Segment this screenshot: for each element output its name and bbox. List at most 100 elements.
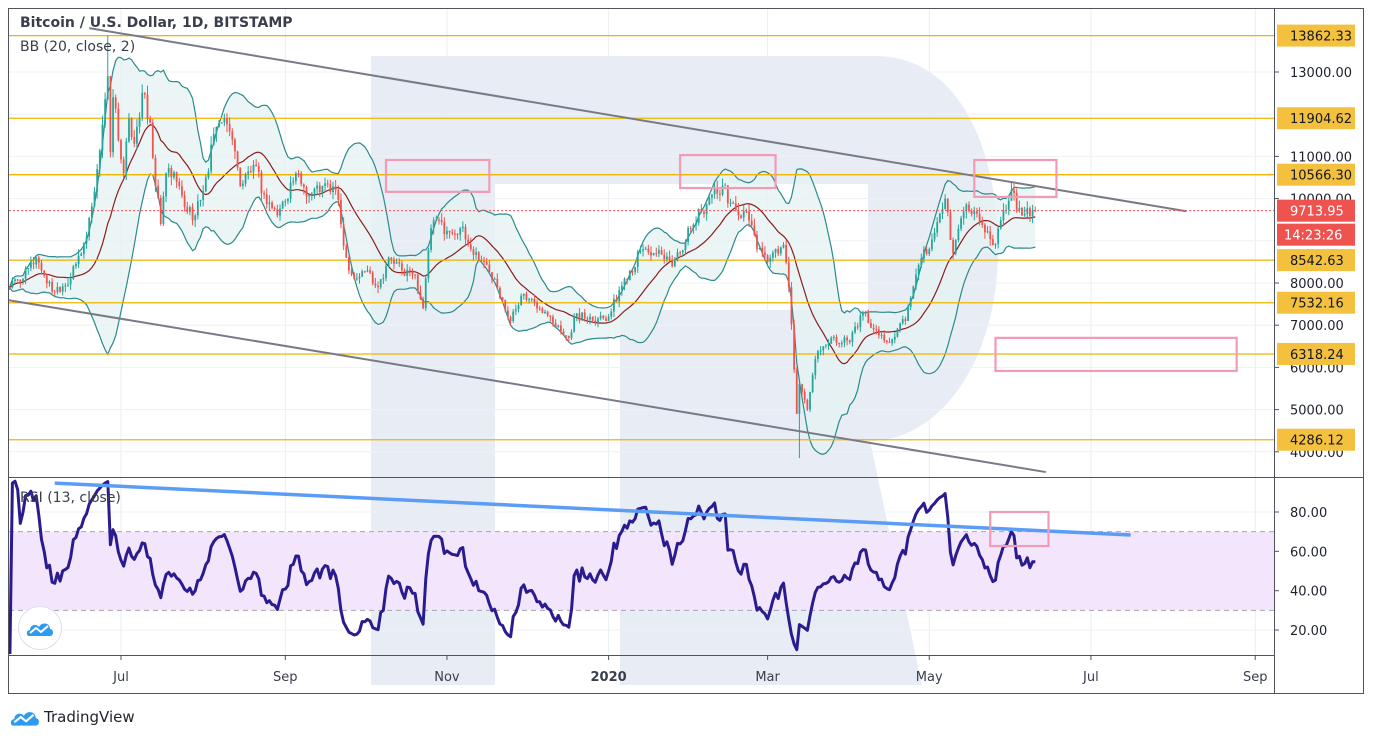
rsi-indicator-label[interactable]: RSI (13, close) bbox=[20, 490, 121, 506]
candle-body bbox=[666, 256, 668, 260]
candle-body bbox=[978, 213, 981, 222]
upper-channel-trendline[interactable] bbox=[89, 27, 1187, 213]
candle-body bbox=[456, 233, 459, 235]
candle-body bbox=[888, 342, 891, 344]
candle-body bbox=[88, 217, 91, 237]
candle-body bbox=[878, 329, 880, 336]
time-tick-label: Nov bbox=[434, 670, 460, 685]
candle-body bbox=[279, 208, 281, 216]
candle-body bbox=[1023, 213, 1026, 216]
candle-body bbox=[560, 325, 562, 332]
candle-body bbox=[787, 262, 790, 288]
candle-body bbox=[1007, 200, 1010, 210]
candle-body bbox=[883, 334, 886, 341]
candle-body bbox=[748, 211, 750, 221]
candle-body bbox=[284, 201, 287, 203]
candle-body bbox=[761, 247, 764, 253]
level-price-label: 13862.33 bbox=[1290, 30, 1352, 45]
candle-body bbox=[104, 99, 106, 125]
candle-body bbox=[578, 313, 581, 321]
candle-body bbox=[276, 209, 279, 216]
candle-body bbox=[382, 278, 385, 280]
candle-body bbox=[549, 315, 552, 317]
bb-indicator-label[interactable]: BB (20, close, 2) bbox=[20, 39, 136, 55]
price-tick-label: 5000.00 bbox=[1290, 404, 1344, 419]
candle-body bbox=[369, 270, 371, 273]
candle-body bbox=[652, 253, 655, 256]
last-price-label-bg bbox=[1277, 199, 1355, 222]
candle-body bbox=[427, 249, 430, 279]
candle-body bbox=[215, 126, 218, 134]
candle-body bbox=[329, 183, 332, 192]
tradingview-brand[interactable]: TradingView bbox=[10, 706, 135, 728]
tradingview-logo-button[interactable] bbox=[18, 606, 62, 650]
candle-body bbox=[72, 266, 75, 279]
candle-body bbox=[658, 250, 660, 254]
candle-body bbox=[941, 208, 944, 214]
level-price-label: 8542.63 bbox=[1290, 254, 1344, 269]
candle-body bbox=[777, 248, 780, 254]
rsi-tick-label: 40.00 bbox=[1290, 585, 1327, 600]
price-tick-label: 7000.00 bbox=[1290, 319, 1344, 334]
candle-body bbox=[705, 204, 708, 215]
candle-body bbox=[676, 252, 679, 261]
rsi-axis[interactable]: 80.00 60.00 40.00 20.00 bbox=[1274, 506, 1327, 639]
rsi-pane[interactable] bbox=[9, 479, 1274, 669]
candle-body bbox=[581, 312, 583, 321]
candle-body bbox=[870, 323, 872, 328]
candle-body bbox=[443, 221, 446, 235]
level-price-label-bg bbox=[1277, 342, 1355, 365]
candle-body bbox=[234, 139, 236, 152]
candle-body bbox=[573, 316, 576, 333]
candle-body bbox=[774, 248, 777, 253]
candle-body bbox=[615, 298, 618, 302]
candle-body bbox=[491, 272, 493, 280]
candle-body bbox=[1018, 207, 1021, 210]
level-price-label-bg bbox=[1277, 107, 1355, 130]
candle-body bbox=[64, 285, 67, 287]
price-axis[interactable]: 13000.0011000.0010000.008000.007000.0060… bbox=[1274, 24, 1355, 461]
candle-body bbox=[414, 274, 417, 276]
candle-body bbox=[220, 122, 223, 124]
candle-body bbox=[390, 257, 393, 260]
candle-body bbox=[9, 287, 11, 289]
price-pane[interactable] bbox=[6, 27, 1274, 474]
candle-body bbox=[157, 185, 159, 198]
candle-body bbox=[247, 171, 250, 175]
candle-body bbox=[907, 307, 909, 321]
candle-body bbox=[925, 249, 928, 255]
highlight-box[interactable] bbox=[679, 154, 777, 190]
candle-body bbox=[295, 173, 297, 182]
candle-body bbox=[141, 93, 144, 118]
candle-body bbox=[602, 315, 605, 319]
candle-body bbox=[345, 246, 348, 258]
highlight-box[interactable] bbox=[994, 336, 1238, 373]
candle-body bbox=[334, 186, 337, 191]
highlight-box[interactable] bbox=[384, 158, 491, 193]
candle-body bbox=[51, 281, 53, 292]
lower-channel-trendline[interactable] bbox=[7, 299, 1047, 474]
candle-body bbox=[832, 336, 835, 338]
candle-body bbox=[483, 261, 485, 263]
time-axis[interactable]: Jul Sep Nov 2020 Mar May Jul Sep bbox=[112, 655, 1267, 685]
candle-body bbox=[175, 172, 178, 182]
rsi-trendline[interactable] bbox=[54, 481, 1131, 537]
highlight-box[interactable] bbox=[973, 158, 1058, 199]
candle-body bbox=[165, 173, 167, 197]
candle-body bbox=[642, 249, 644, 251]
candle-body bbox=[353, 274, 356, 279]
candle-body bbox=[544, 311, 546, 314]
chart-title: Bitcoin / U.S. Dollar, 1D, BITSTAMP bbox=[20, 15, 293, 31]
rsi-highlight-box[interactable] bbox=[989, 510, 1050, 548]
candle-body bbox=[512, 311, 515, 321]
candle-body bbox=[464, 226, 467, 240]
time-tick-label: Mar bbox=[755, 670, 780, 685]
candle-body bbox=[395, 262, 398, 264]
candle-body bbox=[779, 247, 782, 254]
candle-body bbox=[406, 269, 409, 276]
candle-body bbox=[310, 193, 313, 195]
candle-body bbox=[570, 332, 573, 338]
candle-body bbox=[316, 185, 318, 189]
candle-body bbox=[565, 335, 568, 337]
